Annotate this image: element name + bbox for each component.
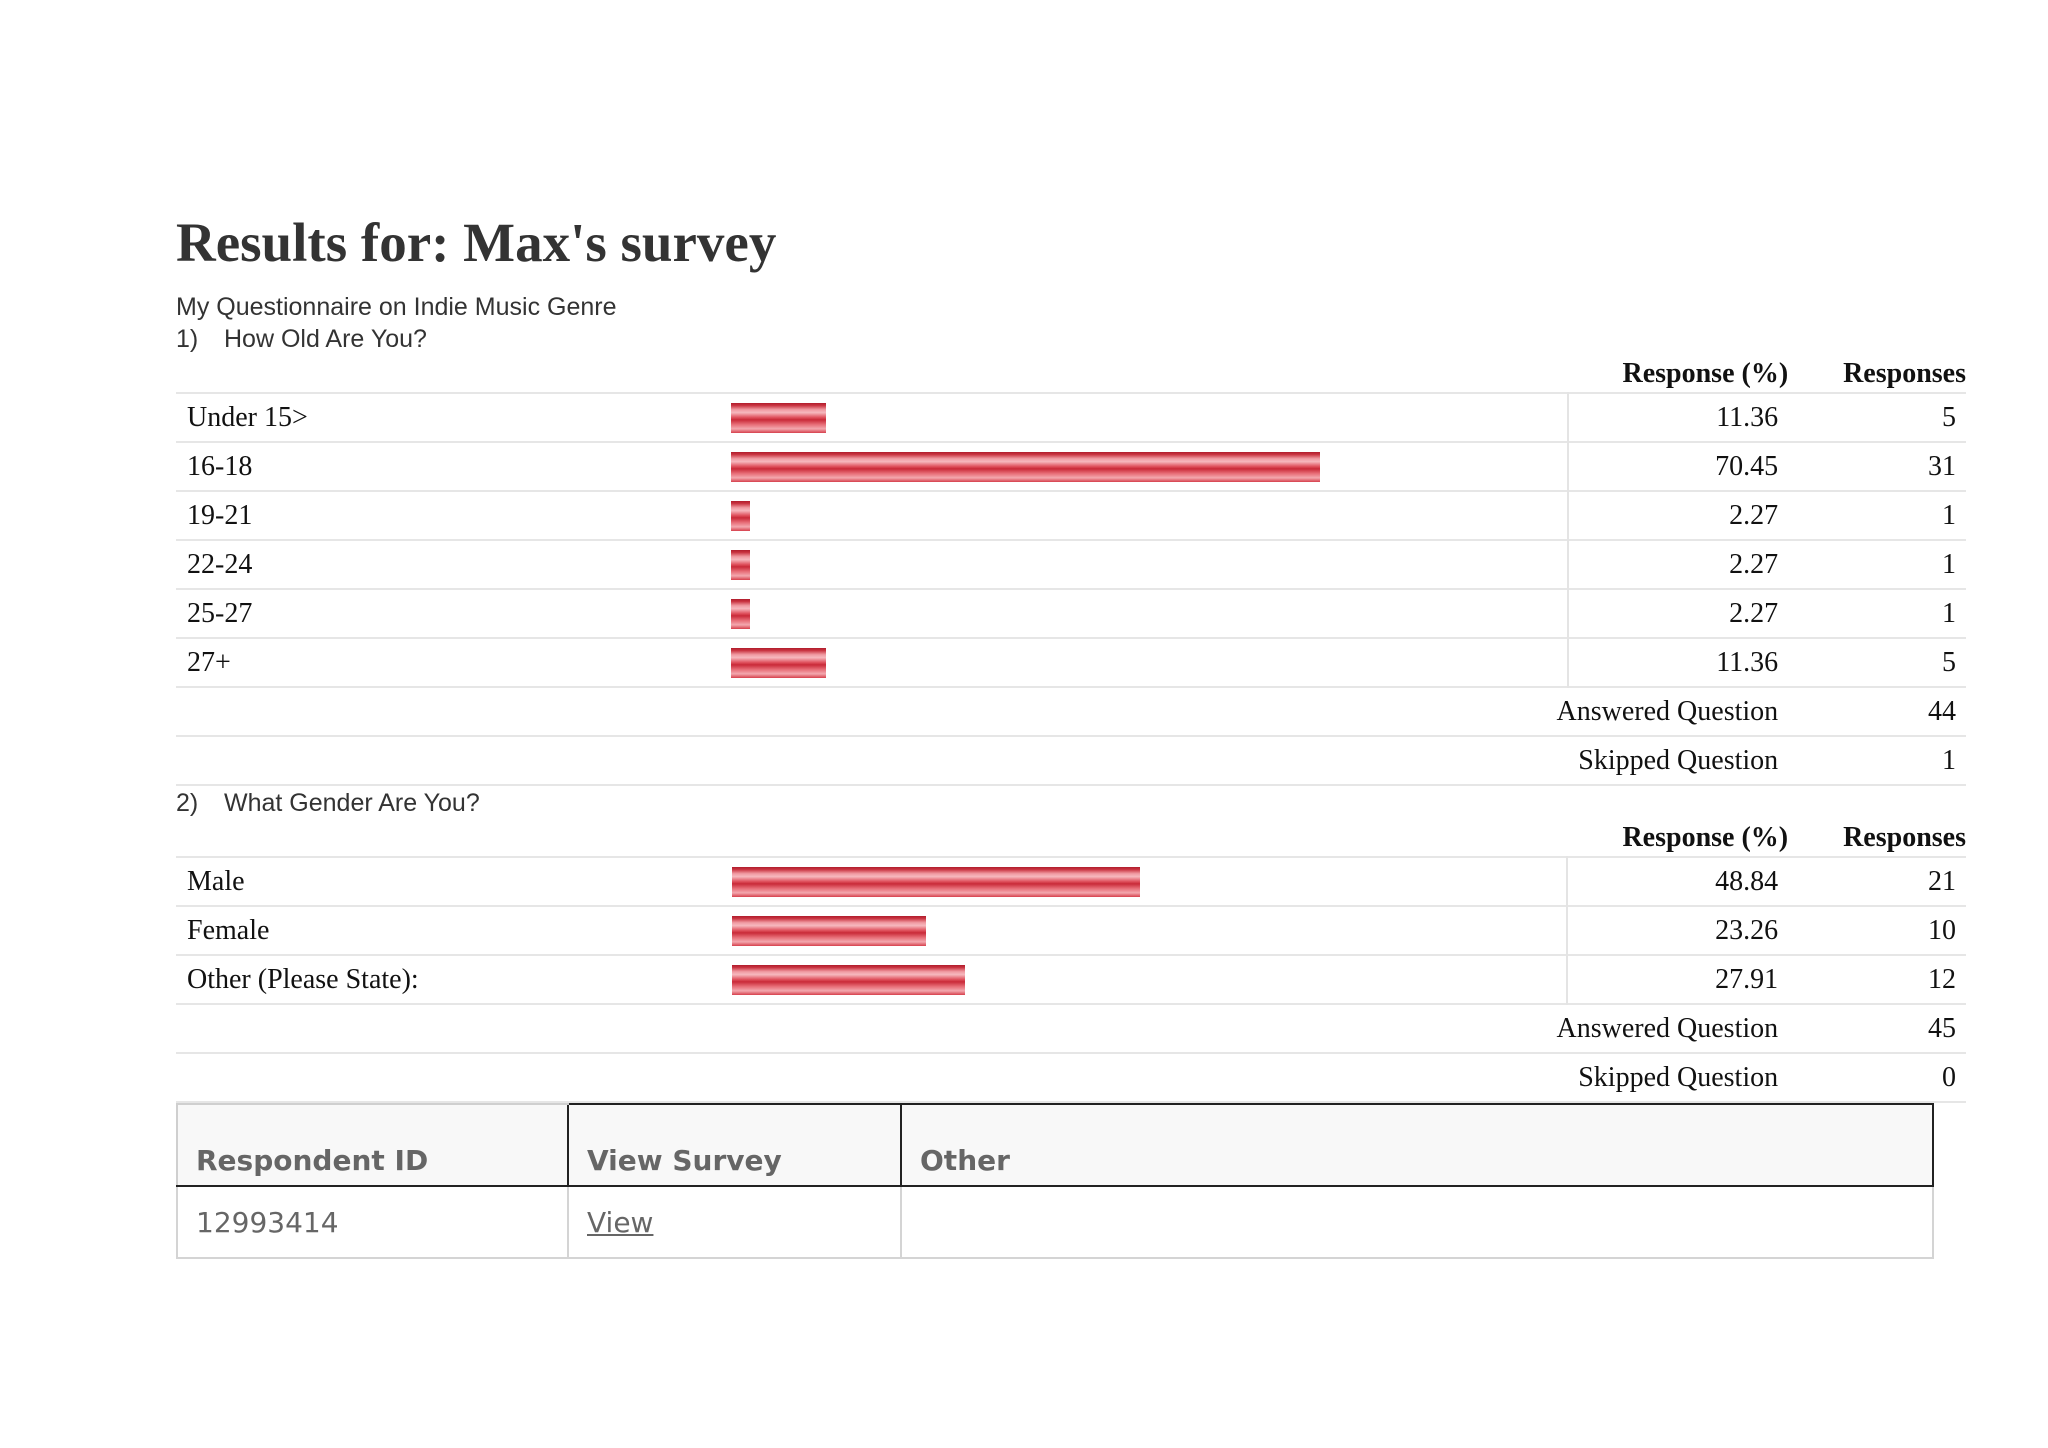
option-count: 10: [1796, 905, 1966, 955]
option-label: 22-24: [176, 539, 732, 589]
option-row: Other (Please State): 27.91 12: [176, 954, 1966, 1004]
question-number: 2): [176, 789, 199, 817]
option-label: 27+: [176, 637, 732, 687]
skipped-label: Skipped Question: [176, 1052, 1797, 1103]
response-bar: [731, 451, 1321, 482]
response-bar: [731, 598, 751, 629]
option-count: 31: [1796, 441, 1966, 491]
bar-cell: [731, 441, 1569, 491]
option-label: Female: [176, 905, 732, 955]
option-percent: 11.36: [1567, 637, 1797, 687]
response-bar: [731, 964, 965, 995]
respondent-id: 12993414: [176, 1185, 569, 1259]
response-bar: [731, 402, 827, 433]
option-count: 5: [1796, 637, 1966, 687]
bar-cell: [731, 392, 1569, 442]
skipped-count: 0: [1796, 1052, 1966, 1103]
skipped-row: Skipped Question 0: [176, 1052, 1966, 1103]
question-title: 1) How Old Are You?: [176, 324, 1966, 356]
view-survey-header: View Survey: [567, 1103, 901, 1187]
skipped-label: Skipped Question: [176, 735, 1797, 786]
option-percent: 27.91: [1567, 954, 1797, 1004]
responses-header: Responses: [1843, 822, 1966, 853]
option-row: 27+ 11.36 5: [176, 637, 1966, 687]
option-count: 1: [1796, 588, 1966, 638]
option-count: 21: [1796, 856, 1966, 906]
response-percent-header: Response (%): [1622, 822, 1789, 853]
other-header: Other: [900, 1103, 1934, 1187]
option-label: Male: [176, 856, 732, 906]
bar-cell: [731, 856, 1569, 906]
option-percent: 70.45: [1567, 441, 1797, 491]
option-label: 25-27: [176, 588, 732, 638]
bar-cell: [731, 588, 1569, 638]
option-row: 16-18 70.45 31: [176, 441, 1966, 491]
response-bar: [731, 500, 751, 531]
option-row: 22-24 2.27 1: [176, 539, 1966, 589]
answered-row: Answered Question 44: [176, 686, 1966, 736]
option-count: 12: [1796, 954, 1966, 1004]
responses-header: Responses: [1843, 358, 1966, 389]
answered-label: Answered Question: [176, 686, 1797, 736]
option-label: Other (Please State):: [176, 954, 732, 1004]
table-row: 12993414 View: [176, 1185, 1934, 1259]
response-percent-header: Response (%): [1622, 358, 1789, 389]
bar-cell: [731, 954, 1569, 1004]
questions-container: 1) How Old Are You? Response (%) Responses U…: [176, 324, 1966, 1103]
option-label: 19-21: [176, 490, 732, 540]
answered-count: 44: [1796, 686, 1966, 736]
question-text: How Old Are You?: [224, 325, 427, 353]
bar-cell: [731, 637, 1569, 687]
response-bar: [731, 647, 827, 678]
option-row: Under 15> 11.36 5: [176, 392, 1966, 442]
respondents-header-row: Respondent ID View Survey Other: [176, 1103, 1934, 1187]
bar-cell: [731, 490, 1569, 540]
header-spacer: [731, 356, 1567, 393]
answered-label: Answered Question: [176, 1003, 1797, 1053]
question-results-table: Response (%) Responses Male 48.84 21 Female 23…: [176, 820, 1966, 1103]
option-percent: 2.27: [1567, 490, 1797, 540]
header-spacer: [176, 820, 732, 857]
bar-cell: [731, 905, 1569, 955]
header-spacer: [732, 820, 1568, 857]
respondent-id-header: Respondent ID: [176, 1103, 568, 1187]
option-percent: 2.27: [1567, 539, 1797, 589]
other-cell: [900, 1185, 1934, 1259]
response-bar: [731, 549, 751, 580]
results-header-row: Response (%) Responses: [176, 356, 1966, 393]
option-label: Under 15>: [176, 392, 732, 442]
option-percent: 23.26: [1567, 905, 1797, 955]
survey-results-page: Results for: Max's survey My Questionnai…: [176, 208, 1966, 1259]
option-percent: 48.84: [1567, 856, 1797, 906]
view-survey-cell: View: [567, 1185, 902, 1259]
option-count: 5: [1796, 392, 1966, 442]
question-number: 1): [176, 325, 199, 353]
question-text: What Gender Are You?: [224, 789, 480, 817]
option-percent: 2.27: [1567, 588, 1797, 638]
answered-row: Answered Question 45: [176, 1003, 1966, 1053]
bar-cell: [731, 539, 1569, 589]
skipped-count: 1: [1796, 735, 1966, 786]
results-header-row: Response (%) Responses: [176, 820, 1966, 857]
answered-count: 45: [1796, 1003, 1966, 1053]
option-row: 25-27 2.27 1: [176, 588, 1966, 638]
question-results-table: Response (%) Responses Under 15> 11.36 5 16-1…: [176, 356, 1966, 786]
option-count: 1: [1796, 490, 1966, 540]
option-row: Female 23.26 10: [176, 905, 1966, 955]
skipped-row: Skipped Question 1: [176, 735, 1966, 786]
page-title: Results for: Max's survey: [176, 212, 777, 273]
option-percent: 11.36: [1567, 392, 1797, 442]
response-bar: [731, 866, 1140, 897]
option-row: Male 48.84 21: [176, 856, 1966, 906]
question-title: 2) What Gender Are You?: [176, 788, 1966, 820]
header-spacer: [176, 356, 731, 393]
option-row: 19-21 2.27 1: [176, 490, 1966, 540]
option-label: 16-18: [176, 441, 732, 491]
respondents-table: Respondent ID View Survey Other 12993414…: [176, 1103, 1934, 1259]
survey-subtitle: My Questionnaire on Indie Music Genre: [176, 293, 617, 321]
option-count: 1: [1796, 539, 1966, 589]
view-survey-link[interactable]: View: [587, 1205, 654, 1239]
response-bar: [731, 915, 926, 946]
